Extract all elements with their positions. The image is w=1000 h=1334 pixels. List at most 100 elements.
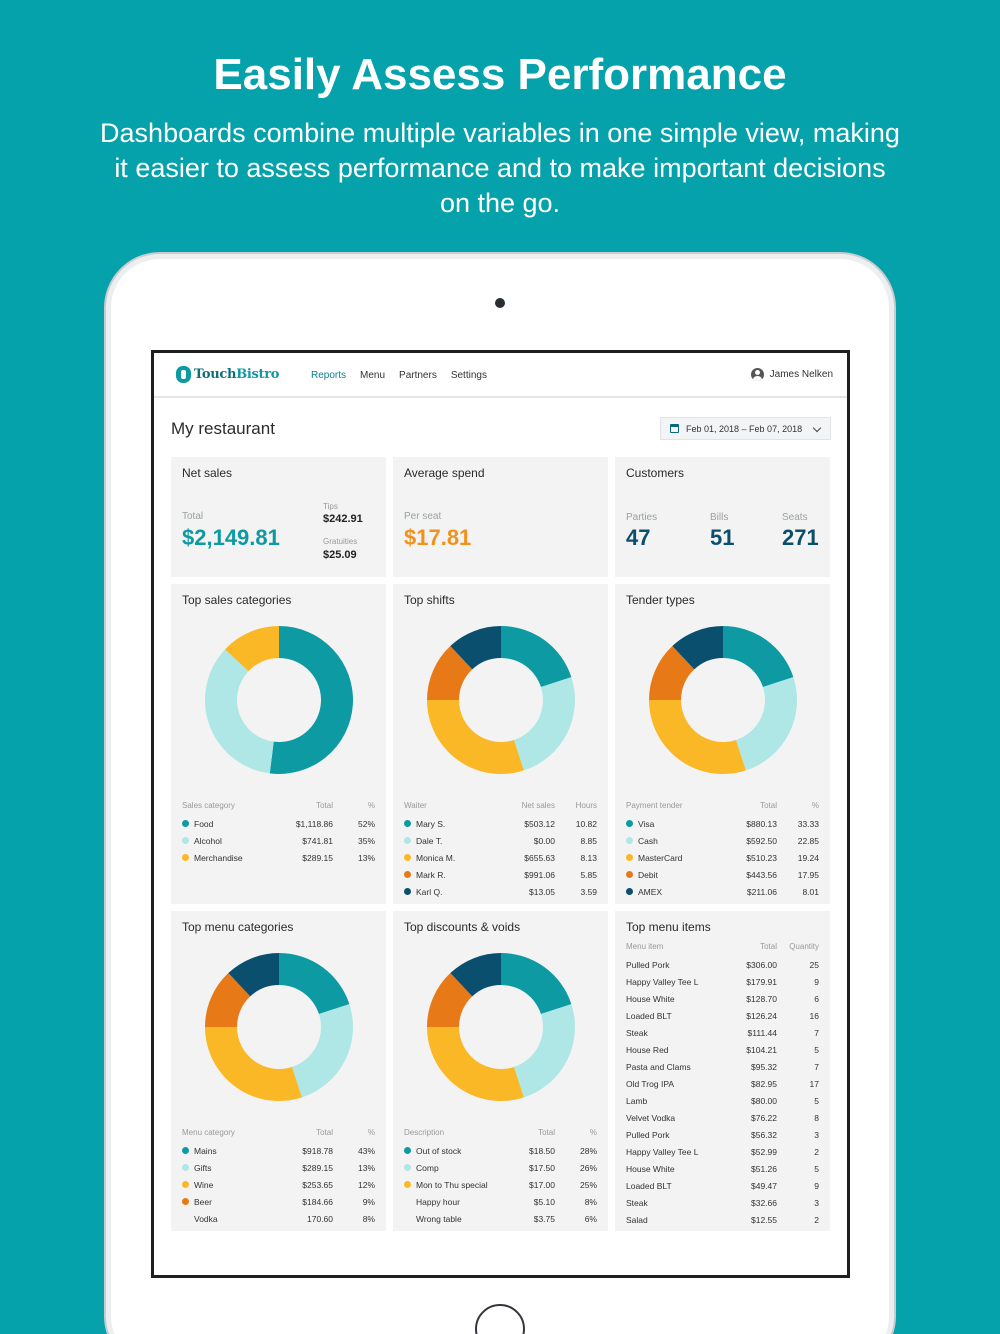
legend-pct: 8.13 [580, 852, 597, 863]
donut-slice-4[interactable] [672, 626, 723, 670]
legend-table: Menu category Total% Mains $918.78 43% Gifts $… [182, 1128, 375, 1227]
legend-total: $918.78 [302, 1145, 333, 1156]
legend-label: Vodka [182, 1214, 273, 1224]
donut-slice-1[interactable] [204, 649, 274, 774]
bills-label: Bills [710, 512, 729, 523]
page-title: My restaurant [171, 419, 275, 438]
legend-total: $5.10 [533, 1196, 555, 1207]
menu-item-total: $12.55 [751, 1214, 777, 1225]
donut-slice-3[interactable] [649, 646, 695, 700]
legend-row: Karl Q. $13.05 3.59 [404, 883, 597, 900]
legend-label: Visa [626, 819, 717, 829]
donut-chart [204, 626, 353, 774]
donut-slice-4[interactable] [450, 953, 501, 997]
menu-item-total: $52.99 [751, 1146, 777, 1157]
nav-link-reports[interactable]: Reports [311, 370, 347, 381]
legend-label: Karl Q. [404, 887, 495, 897]
donut-slice-0[interactable] [501, 953, 572, 1015]
menu-item-name: Velvet Vodka [626, 1112, 676, 1123]
donut-slice-3[interactable] [205, 973, 251, 1027]
donut-slice-0[interactable] [269, 626, 353, 774]
net-sales-title: Net sales [182, 466, 233, 480]
nav-link-partners[interactable]: Partners [399, 370, 437, 381]
donut-slice-2[interactable] [225, 626, 279, 672]
donut-slice-0[interactable] [279, 953, 350, 1015]
legend-name: Debit [638, 869, 658, 880]
date-range-picker[interactable]: Feb 01, 2018 – Feb 07, 2018 [660, 417, 831, 440]
legend-total: $991.06 [524, 869, 555, 880]
donut-slice-2[interactable] [427, 700, 524, 774]
table-row: Happy Valley Tee L $52.99 2 [626, 1143, 819, 1160]
parties-label: Parties [626, 512, 658, 523]
legend-row: Food $1,118.86 52% [182, 815, 375, 832]
legend-name: Merchandise [194, 852, 243, 863]
donut-slice-0[interactable] [723, 626, 794, 688]
legend-total: $17.00 [529, 1179, 555, 1190]
brand-logo[interactable]: TouchBistro [176, 366, 279, 383]
menu-item-qty: 2 [814, 1214, 819, 1225]
table-row: Loaded BLT $126.24 16 [626, 1007, 819, 1024]
legend-label: Mary S. [404, 819, 495, 829]
nav-link-settings[interactable]: Settings [450, 370, 487, 381]
donut-slice-3[interactable] [427, 646, 473, 700]
legend-dot [404, 871, 411, 878]
donut-slice-1[interactable] [513, 1004, 575, 1098]
menu-item-total: $56.32 [751, 1129, 777, 1140]
net-sales-card: Net sales Total $2,149.81 Tips $242.91 G… [171, 457, 386, 577]
legend-label: MasterCard [626, 853, 717, 863]
table-row: Salad $12.55 2 [626, 1211, 819, 1228]
donut-slice-1[interactable] [291, 1004, 353, 1098]
menu-item-qty: 5 [814, 1163, 819, 1174]
legend-name: AMEX [638, 886, 663, 897]
donut-slice-2[interactable] [205, 1027, 302, 1101]
legend-name: Alcohol [194, 835, 222, 846]
legend-row: Comp $17.50 26% [404, 1159, 597, 1176]
legend-name: Monica M. [416, 852, 456, 863]
chart-title: Top menu categories [182, 920, 294, 934]
legend-label: Out of stock [404, 1146, 495, 1156]
donut-slice-3[interactable] [427, 973, 473, 1027]
legend-row: Happy hour $5.10 8% [404, 1193, 597, 1210]
legend-header-total: Total [760, 801, 777, 810]
legend-row: Wrong table $3.75 6% [404, 1210, 597, 1227]
donut-slice-2[interactable] [649, 700, 746, 774]
legend-total: $503.12 [524, 818, 555, 829]
legend-name: Cash [638, 835, 658, 846]
legend-dot [182, 1164, 189, 1171]
legend-header-pct: % [589, 1128, 597, 1137]
legend-total: $17.50 [529, 1162, 555, 1173]
legend-pct: 28% [579, 1145, 597, 1156]
logo-icon [176, 366, 191, 383]
table-row: Pulled Pork $56.32 3 [626, 1126, 819, 1143]
legend-dot [626, 854, 633, 861]
legend-header: Description Total% [404, 1128, 597, 1137]
menu-item-name: Loaded BLT [626, 1010, 672, 1021]
donut-slice-1[interactable] [513, 677, 575, 771]
donut-slice-2[interactable] [427, 1027, 524, 1101]
legend-row: Alcohol $741.81 35% [182, 832, 375, 849]
legend-dot [626, 888, 633, 895]
user-menu[interactable]: James Nelken [750, 368, 833, 381]
menu-item-name: Old Trog IPA [626, 1078, 675, 1089]
gratuities-value: $25.09 [323, 549, 357, 561]
legend-pct: 5.85 [580, 869, 597, 880]
chart-title: Tender types [626, 593, 695, 607]
menu-item-total: $306.00 [746, 959, 777, 970]
donut-slice-4[interactable] [450, 626, 501, 670]
tips-label: Tips [323, 502, 338, 511]
menu-item-qty: 17 [809, 1078, 819, 1089]
donut-slice-0[interactable] [501, 626, 572, 688]
camera-icon [495, 298, 505, 308]
legend-pct: 52% [357, 818, 375, 829]
legend-table: Sales category Total% Food $1,118.86 52% Alco… [182, 801, 375, 866]
gratuities-label: Gratuities [323, 537, 358, 546]
menu-item-qty: 16 [809, 1010, 819, 1021]
donut-slice-1[interactable] [735, 677, 797, 771]
seats-label: Seats [782, 512, 808, 523]
table-row: Steak $111.44 7 [626, 1024, 819, 1041]
donut-slice-4[interactable] [228, 953, 279, 997]
legend-pct: 19.24 [797, 852, 819, 863]
nav-link-menu[interactable]: Menu [360, 370, 386, 381]
legend-name: Mark R. [416, 869, 446, 880]
legend-row: Mark R. $991.06 5.85 [404, 866, 597, 883]
